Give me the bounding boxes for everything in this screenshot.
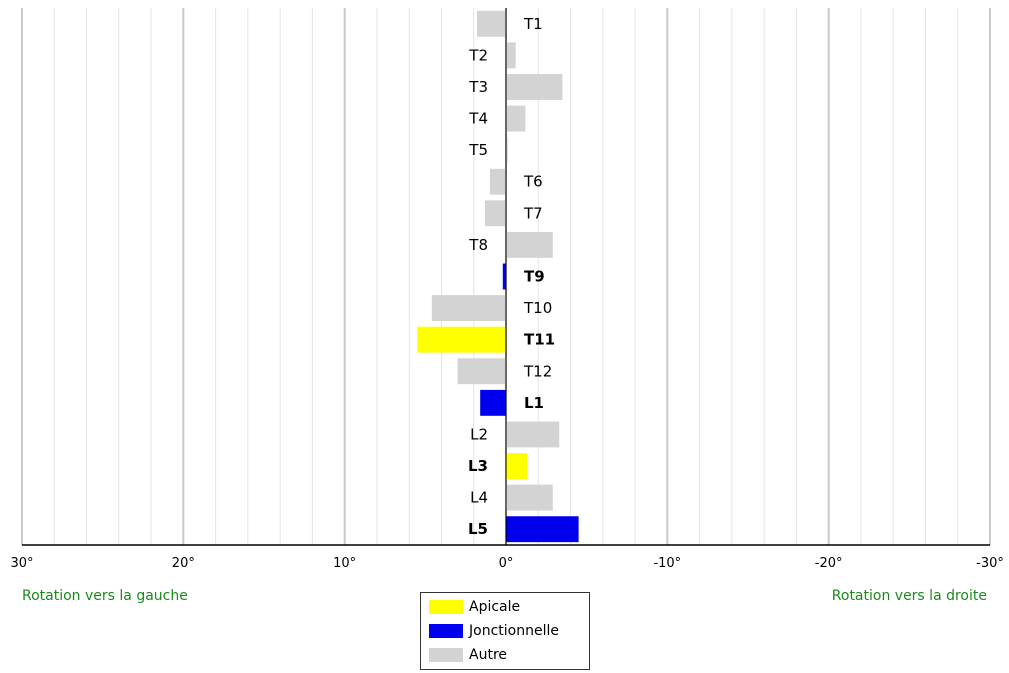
bar-t11 — [417, 326, 506, 353]
legend-swatch-jonctionnelle — [429, 624, 463, 638]
vertebra-label-t7: T7 — [523, 204, 543, 222]
x-axis: 30° 20° 10° 0° -10° -20° -30° — [10, 8, 1004, 571]
legend-label-apicale: Apicale — [469, 599, 521, 615]
legend-label-autre: Autre — [469, 647, 508, 663]
x-tick-label: 20° — [172, 556, 195, 571]
x-tick-label: -20° — [815, 556, 843, 571]
bar-t6 — [489, 168, 506, 195]
x-tick-label: 10° — [333, 556, 356, 571]
vertebra-label-t3: T3 — [468, 78, 488, 96]
bar-l3 — [506, 453, 527, 479]
vertebra-label-t9: T9 — [524, 268, 545, 286]
right-rotation-label: Rotation vers la droite — [831, 588, 987, 604]
bar-t1 — [476, 10, 506, 37]
bar-l5 — [506, 516, 579, 543]
legend-item-autre: Autre — [429, 647, 507, 663]
vertebra-label-l3: L3 — [468, 457, 488, 475]
vertebra-label-l4: L4 — [470, 489, 488, 507]
bar-t9 — [502, 263, 506, 290]
grid-lines — [21, 8, 991, 545]
vertebra-label-t10: T10 — [523, 299, 552, 317]
bar-t12 — [457, 358, 506, 385]
vertebra-labels: T1 T2 T3 T4 T5 T6 T7 T8 T9 T10 T11 T12 L1 L2 L3 L4 L5 — [468, 15, 555, 538]
bar-l1 — [480, 389, 506, 416]
vertebra-label-l2: L2 — [470, 425, 488, 443]
x-tick-label: 0° — [499, 556, 514, 571]
vertebra-label-t11: T11 — [524, 331, 555, 349]
bar-t5 — [506, 137, 508, 164]
vertebra-label-t4: T4 — [468, 110, 488, 128]
rotation-bar-chart: T1 T2 T3 T4 T5 T6 T7 T8 T9 T10 T11 T12 L1 L2 L3 L4 L5 30… — [10, 8, 1004, 571]
vertebra-label-t1: T1 — [523, 15, 543, 33]
legend-label-jonctionnelle: Jonctionnelle — [469, 623, 559, 639]
vertebra-label-l1: L1 — [524, 394, 544, 412]
bar-t7 — [485, 200, 506, 227]
x-tick-label: -10° — [653, 556, 681, 571]
bars — [417, 10, 579, 543]
vertebra-label-t8: T8 — [468, 236, 488, 254]
legend-item-apicale: Apicale — [429, 599, 520, 615]
x-tick-label: -30° — [976, 556, 1004, 571]
bar-l4 — [506, 484, 553, 511]
legend-item-jonctionnelle: Jonctionnelle — [429, 623, 559, 639]
vertebra-label-t2: T2 — [468, 46, 488, 64]
bar-t10 — [431, 295, 506, 322]
vertebra-label-t5: T5 — [468, 141, 488, 159]
legend-swatch-apicale — [429, 600, 463, 614]
bar-t4 — [506, 105, 526, 132]
legend: Apicale Jonctionnelle Autre — [420, 592, 590, 670]
bar-t2 — [506, 42, 516, 69]
vertebra-label-t12: T12 — [523, 362, 552, 380]
x-tick-label: 30° — [10, 556, 33, 571]
bar-t8 — [506, 231, 553, 258]
vertebra-label-l5: L5 — [468, 520, 488, 538]
legend-swatch-autre — [429, 648, 463, 662]
bar-l2 — [506, 421, 560, 448]
bar-t3 — [506, 74, 563, 100]
vertebra-label-t6: T6 — [523, 173, 543, 191]
left-rotation-label: Rotation vers la gauche — [22, 588, 188, 604]
